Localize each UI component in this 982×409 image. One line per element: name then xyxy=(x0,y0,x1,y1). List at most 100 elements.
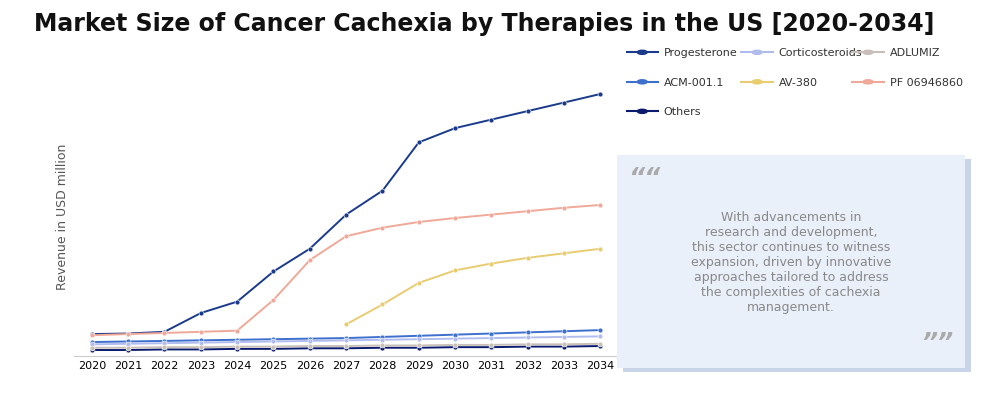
ACM-001.1 xyxy=(231,337,243,342)
ACM-001.1 xyxy=(122,339,134,344)
ADLUMIZ xyxy=(267,344,279,349)
Y-axis label: Revenue in USD million: Revenue in USD million xyxy=(57,144,70,290)
ADLUMIZ xyxy=(449,343,461,348)
Others xyxy=(231,346,243,351)
ADLUMIZ xyxy=(122,346,134,351)
AV-380 xyxy=(340,322,352,327)
Others xyxy=(449,345,461,350)
ADLUMIZ xyxy=(485,343,497,348)
Others xyxy=(122,348,134,353)
Text: With advancements in
research and development,
this sector continues to witness
: With advancements in research and develo… xyxy=(691,210,891,313)
Progesterone xyxy=(159,330,171,335)
ACM-001.1 xyxy=(85,340,97,345)
Others xyxy=(377,346,389,351)
Corticosteroids xyxy=(449,336,461,341)
Line: PF 06946860: PF 06946860 xyxy=(89,203,603,338)
Others xyxy=(303,346,315,351)
Line: ADLUMIZ: ADLUMIZ xyxy=(89,342,603,350)
Progesterone xyxy=(377,189,389,194)
ACM-001.1 xyxy=(594,328,606,333)
Corticosteroids xyxy=(340,338,352,343)
Text: Progesterone: Progesterone xyxy=(664,48,737,58)
Corticosteroids xyxy=(303,339,315,344)
Corticosteroids xyxy=(485,336,497,341)
Progesterone xyxy=(340,213,352,218)
PF 06946860 xyxy=(231,328,243,333)
PF 06946860 xyxy=(194,330,206,335)
Progesterone xyxy=(521,109,533,114)
Progesterone xyxy=(558,101,570,106)
Corticosteroids xyxy=(267,339,279,344)
AV-380 xyxy=(377,302,389,307)
Progesterone xyxy=(594,92,606,97)
Progesterone xyxy=(85,332,97,337)
Text: Others: Others xyxy=(664,107,701,117)
ADLUMIZ xyxy=(412,343,424,348)
Corticosteroids xyxy=(377,337,389,342)
ACM-001.1 xyxy=(267,337,279,342)
ACM-001.1 xyxy=(521,330,533,335)
ADLUMIZ xyxy=(377,343,389,348)
Progesterone xyxy=(303,247,315,252)
ADLUMIZ xyxy=(558,342,570,347)
AV-380 xyxy=(412,281,424,285)
Progesterone xyxy=(231,299,243,304)
PF 06946860 xyxy=(485,213,497,218)
Line: Corticosteroids: Corticosteroids xyxy=(89,334,603,347)
ACM-001.1 xyxy=(194,338,206,343)
ADLUMIZ xyxy=(303,344,315,348)
Text: Corticosteroids: Corticosteroids xyxy=(779,48,862,58)
Others xyxy=(521,344,533,349)
PF 06946860 xyxy=(267,298,279,303)
ACM-001.1 xyxy=(159,339,171,344)
Others xyxy=(159,347,171,352)
PF 06946860 xyxy=(449,216,461,221)
PF 06946860 xyxy=(159,330,171,335)
Others xyxy=(412,346,424,351)
Line: ACM-001.1: ACM-001.1 xyxy=(89,328,603,345)
ACM-001.1 xyxy=(340,336,352,341)
Progesterone xyxy=(485,118,497,123)
Line: AV-380: AV-380 xyxy=(344,247,603,327)
Text: PF 06946860: PF 06946860 xyxy=(890,78,962,88)
PF 06946860 xyxy=(558,206,570,211)
AV-380 xyxy=(449,268,461,273)
Progesterone xyxy=(412,141,424,146)
Corticosteroids xyxy=(558,335,570,339)
Corticosteroids xyxy=(122,342,134,346)
ADLUMIZ xyxy=(594,342,606,346)
PF 06946860 xyxy=(122,332,134,337)
PF 06946860 xyxy=(340,234,352,239)
PF 06946860 xyxy=(303,258,315,263)
PF 06946860 xyxy=(377,226,389,231)
Others xyxy=(594,344,606,348)
Progesterone xyxy=(122,331,134,336)
Progesterone xyxy=(449,126,461,131)
PF 06946860 xyxy=(594,203,606,208)
Text: ””: ”” xyxy=(921,330,954,354)
Corticosteroids xyxy=(231,340,243,345)
ADLUMIZ xyxy=(340,344,352,348)
Text: AV-380: AV-380 xyxy=(779,78,818,88)
Text: Market Size of Cancer Cachexia by Therapies in the US [2020-2034]: Market Size of Cancer Cachexia by Therap… xyxy=(34,12,935,36)
ACM-001.1 xyxy=(449,333,461,337)
Others xyxy=(558,344,570,349)
Corticosteroids xyxy=(85,342,97,347)
PF 06946860 xyxy=(85,333,97,338)
AV-380 xyxy=(485,261,497,266)
ACM-001.1 xyxy=(303,336,315,341)
ACM-001.1 xyxy=(558,329,570,334)
Others xyxy=(194,347,206,352)
Corticosteroids xyxy=(412,337,424,342)
ACM-001.1 xyxy=(377,335,389,339)
Corticosteroids xyxy=(194,340,206,345)
ADLUMIZ xyxy=(194,345,206,350)
ADLUMIZ xyxy=(85,346,97,351)
PF 06946860 xyxy=(521,209,533,214)
ADLUMIZ xyxy=(231,344,243,349)
Others xyxy=(267,346,279,351)
AV-380 xyxy=(521,256,533,261)
Progesterone xyxy=(267,270,279,274)
Text: ADLUMIZ: ADLUMIZ xyxy=(890,48,940,58)
Progesterone xyxy=(194,311,206,316)
